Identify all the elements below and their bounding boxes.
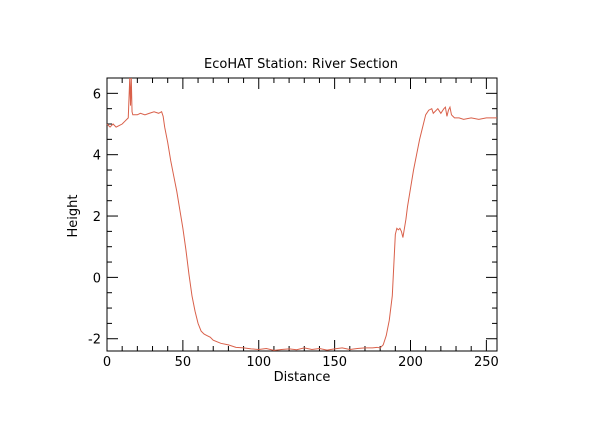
y-axis-title: Height bbox=[66, 195, 81, 238]
x-tick-label: 200 bbox=[398, 355, 423, 370]
x-tick-label: 50 bbox=[175, 355, 192, 370]
y-tick-label: 4 bbox=[93, 149, 101, 164]
plot-frame bbox=[106, 77, 498, 352]
series-line bbox=[106, 77, 497, 351]
chart-title: EcoHAT Station: River Section bbox=[204, 57, 398, 72]
y-tick-label: 6 bbox=[93, 87, 101, 102]
x-axis-tick-labels: 0 50 100 150 200 250 bbox=[103, 355, 499, 370]
x-tick-label: 150 bbox=[322, 355, 347, 370]
x-tick-label: 100 bbox=[246, 355, 271, 370]
x-tick-label: 250 bbox=[474, 355, 499, 370]
y-tick-label: -2 bbox=[88, 333, 101, 348]
y-axis-ticks bbox=[107, 77, 497, 340]
x-axis-title: Distance bbox=[274, 370, 331, 385]
x-axis-ticks bbox=[106, 78, 487, 351]
y-tick-label: 2 bbox=[93, 210, 101, 225]
y-tick-label: 0 bbox=[93, 271, 101, 286]
x-tick-label: 0 bbox=[103, 355, 111, 370]
y-axis-tick-labels: -2 0 2 4 6 bbox=[88, 87, 101, 347]
